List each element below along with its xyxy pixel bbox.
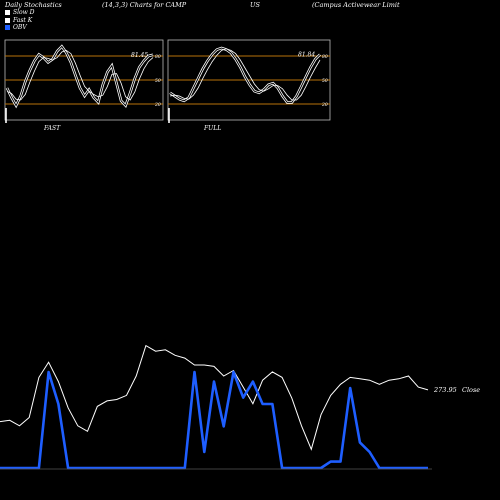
- full-last-value-label: 81.84: [298, 52, 315, 59]
- fast-line-fast-k: [6, 45, 154, 107]
- legend-item-obv: OBV: [5, 24, 35, 32]
- full-caption: FULL: [203, 125, 221, 132]
- close-price-line: [0, 344, 429, 451]
- legend-label-fast-k: Fast K: [13, 16, 33, 24]
- legend-swatch-obv: [5, 25, 10, 31]
- chart-params: (14,3,3) Charts for CAMP: [102, 1, 187, 9]
- legend-label-obv: OBV: [13, 24, 27, 31]
- close-last-value-label: 273.95: [433, 386, 457, 394]
- legend-item-fast-k: Fast K: [5, 17, 35, 25]
- fast-line-slow-d: [6, 49, 154, 101]
- company-name: (Campus Activewear Limit: [312, 1, 400, 9]
- full-ytick-20: 20: [321, 102, 328, 108]
- legend: Slow D Fast K OBV: [5, 9, 35, 32]
- fast-caption: FAST: [43, 125, 61, 132]
- full-line-fast-k: [169, 47, 321, 103]
- fast-ytick-50: 50: [155, 78, 161, 84]
- full-ytick-80: 80: [322, 54, 328, 60]
- chart-title: Daily Stochastics: [5, 1, 62, 9]
- legend-swatch-slow-d: [5, 10, 10, 16]
- legend-item-slow-d: Slow D: [5, 9, 35, 17]
- fast-last-value-label: 81.45: [131, 52, 148, 59]
- chart-symbol-tail: US: [250, 1, 260, 9]
- fast-ytick-20: 20: [154, 102, 161, 108]
- full-ytick-50: 50: [322, 78, 328, 84]
- obv-line: [0, 370, 428, 470]
- full-line-slow-d: [169, 48, 321, 101]
- legend-label-slow-d: Slow D: [13, 9, 35, 16]
- legend-swatch-fast-k: [5, 17, 10, 23]
- close-last-label-suffix: Close: [462, 386, 480, 394]
- fast-ytick-80: 80: [155, 54, 161, 60]
